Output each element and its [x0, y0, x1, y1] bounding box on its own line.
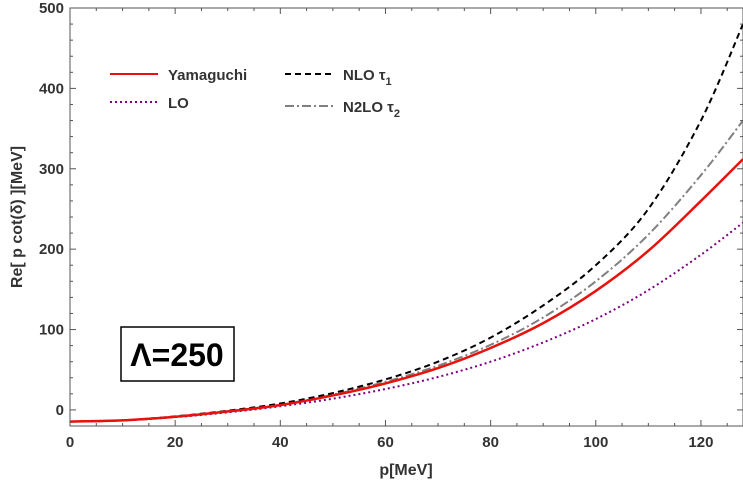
series-line-nlo-1	[69, 23, 743, 423]
legend: Yamaguchi LO NLO τ1 N2LO τ2	[110, 67, 400, 120]
x-axis-title: p[MeV]	[379, 462, 432, 479]
x-tick-label: 60	[377, 434, 394, 451]
legend-n2lo-subscript: 2	[394, 108, 400, 120]
x-tick-label: 0	[66, 434, 74, 451]
legend-nlo-label: NLO τ	[343, 67, 386, 84]
legend-lo-label: LO	[168, 95, 189, 112]
y-tick-label: 200	[39, 241, 64, 258]
annotation-frame	[120, 326, 235, 382]
x-tick-label: 80	[482, 434, 499, 451]
y-tick-label: 500	[39, 0, 64, 17]
y-tick-label: 0	[56, 402, 64, 419]
y-tick-label: 400	[39, 80, 64, 97]
legend-n2lo-text: N2LO τ2	[343, 99, 400, 120]
legend-yamaguchi-label: Yamaguchi	[168, 67, 247, 84]
y-tick-label: 300	[39, 161, 64, 178]
legend-nlo-text: NLO τ1	[343, 67, 392, 88]
series-layer	[69, 23, 743, 423]
x-tick-label: 120	[688, 434, 713, 451]
x-tick-label: 40	[272, 434, 289, 451]
ticks-layer: 0 20 40 60 80 100 120 0 100 200 300 400 500	[39, 0, 743, 451]
x-tick-label: 100	[583, 434, 608, 451]
legend-nlo-subscript: 1	[386, 76, 392, 88]
annotation-text: Λ=250	[130, 337, 223, 373]
x-tick-label: 20	[167, 434, 184, 451]
lambda-annotation: Λ=250	[120, 326, 235, 382]
y-tick-label: 100	[39, 322, 64, 339]
series-line-yamaguchi	[69, 158, 743, 423]
y-axis-title: Re[ p cot(δ) ][MeV]	[9, 146, 26, 288]
legend-n2lo-label: N2LO τ	[343, 99, 394, 116]
